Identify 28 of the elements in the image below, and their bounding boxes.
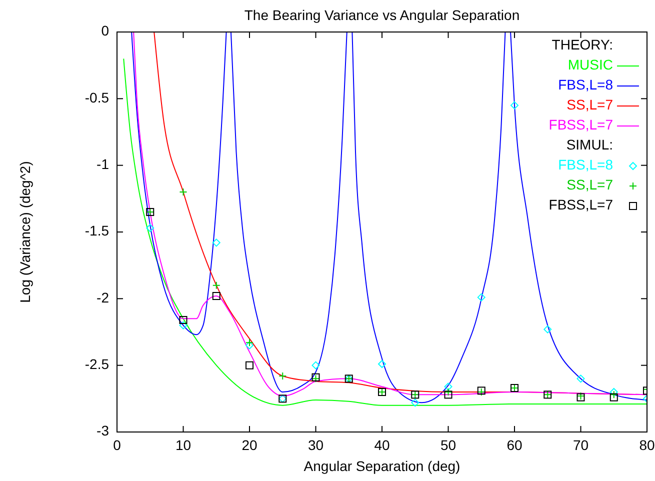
x-tick-label: 50	[440, 437, 456, 453]
y-tick-label: -0.5	[84, 89, 110, 106]
x-tick-label: 30	[308, 437, 324, 453]
x-axis-title: Angular Separation (deg)	[304, 458, 460, 474]
x-tick-label: 70	[572, 437, 589, 453]
legend-label: FBS,L=8	[558, 76, 614, 93]
x-tick-label: 10	[175, 437, 192, 453]
legend-label: SS,L=7	[566, 176, 614, 193]
x-tick-label: 80	[639, 437, 655, 453]
legend-label: FBSS,L=7	[548, 116, 614, 133]
x-tick-label: 40	[374, 437, 390, 453]
y-tick-label: 0	[101, 22, 110, 39]
annotation: THEORY:	[552, 36, 613, 53]
x-tick-label: 0	[113, 437, 122, 453]
y-tick-label: -2	[96, 289, 110, 306]
legend-label: FBS,L=8	[558, 156, 614, 173]
y-axis-title: Log (Variance) (deg^2)	[17, 161, 33, 303]
chart-title: The Bearing Variance vs Angular Separation	[244, 7, 520, 23]
x-tick-label: 20	[242, 437, 258, 453]
y-tick-label: -3	[96, 422, 110, 439]
y-tick-label: -2.5	[84, 356, 110, 372]
x-tick-label: 60	[506, 437, 522, 453]
y-tick-label: -1.5	[84, 222, 110, 239]
annotation: SIMUL:	[566, 136, 613, 153]
legend-label: MUSIC	[568, 56, 613, 73]
legend-label: SS,L=7	[566, 96, 614, 113]
legend-label: FBSS,L=7	[548, 196, 614, 213]
y-tick-label: -1	[96, 156, 110, 172]
